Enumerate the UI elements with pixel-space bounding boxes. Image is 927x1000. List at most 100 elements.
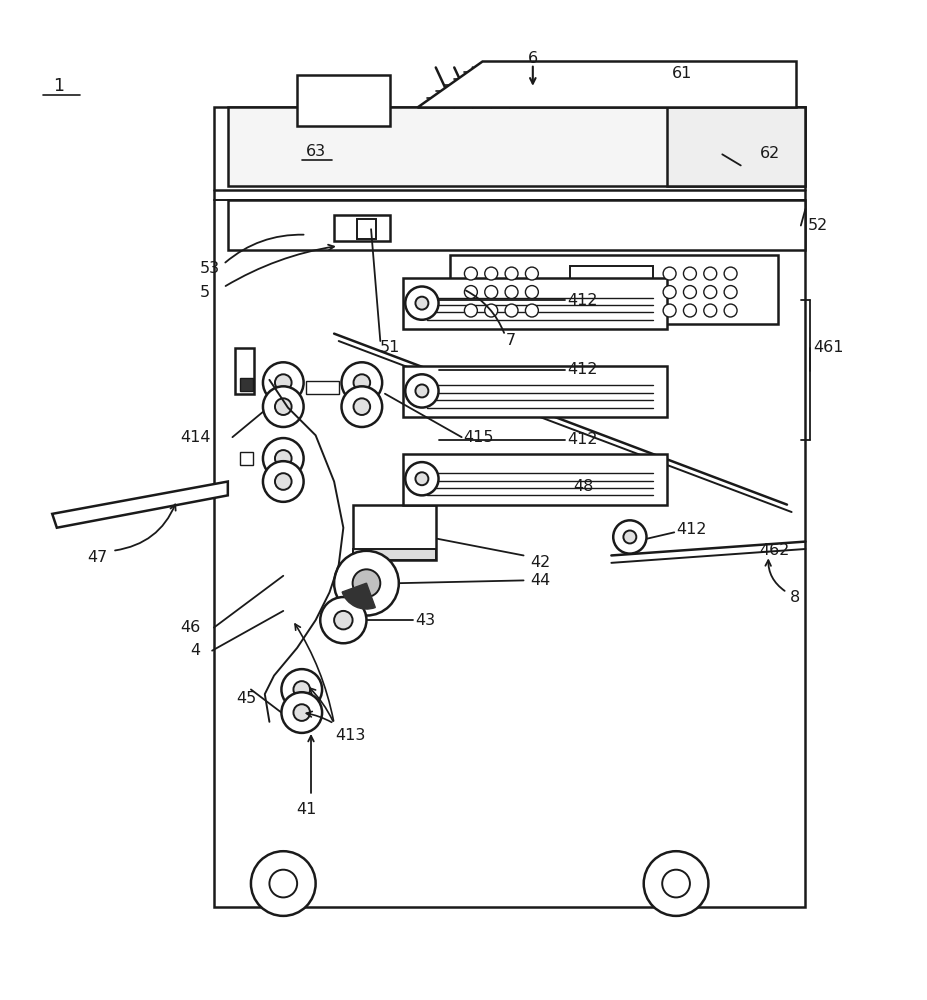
Text: 5: 5 [199, 285, 210, 300]
Text: 412: 412 [567, 432, 598, 447]
Bar [240, 378, 253, 391]
Bar [235, 348, 254, 394]
Circle shape [464, 267, 477, 280]
Circle shape [334, 611, 352, 629]
Circle shape [405, 374, 438, 408]
Circle shape [485, 286, 498, 299]
Circle shape [251, 851, 315, 916]
Circle shape [526, 304, 539, 317]
Text: 63: 63 [306, 144, 325, 159]
Circle shape [353, 398, 370, 415]
Circle shape [275, 398, 292, 415]
Circle shape [341, 386, 382, 427]
Text: 44: 44 [530, 573, 551, 588]
Bar [667, 107, 806, 186]
Text: 42: 42 [530, 555, 551, 570]
Text: 412: 412 [567, 362, 598, 377]
Circle shape [526, 286, 539, 299]
Circle shape [263, 461, 304, 502]
Circle shape [683, 267, 696, 280]
Bar [298, 75, 389, 126]
Circle shape [704, 267, 717, 280]
Text: 6: 6 [527, 51, 538, 66]
Text: 461: 461 [813, 340, 844, 355]
Text: 412: 412 [567, 293, 598, 308]
Bar [228, 200, 806, 250]
Circle shape [415, 472, 428, 485]
Circle shape [485, 267, 498, 280]
Circle shape [415, 384, 428, 397]
Text: 8: 8 [790, 590, 800, 605]
Text: 53: 53 [199, 261, 220, 276]
Circle shape [683, 286, 696, 299]
Bar [403, 366, 667, 417]
Circle shape [662, 870, 690, 897]
Text: 462: 462 [759, 543, 790, 558]
Text: 48: 48 [574, 479, 594, 494]
Circle shape [334, 551, 399, 616]
Circle shape [275, 473, 292, 490]
Circle shape [294, 704, 310, 721]
Circle shape [282, 692, 322, 733]
Text: 41: 41 [297, 802, 316, 817]
Circle shape [683, 304, 696, 317]
Bar [307, 381, 338, 394]
Text: 46: 46 [181, 620, 201, 635]
Bar [403, 278, 667, 329]
Text: 51: 51 [379, 340, 400, 355]
Circle shape [614, 520, 646, 554]
Text: 412: 412 [676, 522, 706, 537]
Bar [570, 266, 653, 317]
Bar [334, 215, 389, 241]
Circle shape [415, 297, 428, 310]
Circle shape [724, 304, 737, 317]
Circle shape [320, 597, 366, 643]
Text: 47: 47 [87, 550, 108, 565]
Text: 62: 62 [760, 146, 781, 161]
Circle shape [263, 386, 304, 427]
Circle shape [294, 681, 310, 698]
Circle shape [704, 304, 717, 317]
Text: 7: 7 [506, 333, 516, 348]
Text: 43: 43 [415, 613, 436, 628]
Circle shape [405, 287, 438, 320]
Text: 1: 1 [53, 77, 64, 95]
Circle shape [505, 286, 518, 299]
Text: 415: 415 [464, 430, 494, 445]
Bar [352, 549, 436, 560]
Circle shape [505, 304, 518, 317]
Circle shape [623, 530, 636, 543]
Circle shape [505, 267, 518, 280]
Circle shape [663, 304, 676, 317]
Text: 45: 45 [236, 691, 257, 706]
Text: 4: 4 [190, 643, 200, 658]
Bar [240, 452, 253, 465]
Circle shape [405, 462, 438, 495]
Circle shape [724, 286, 737, 299]
Circle shape [663, 286, 676, 299]
Bar [352, 505, 436, 560]
Circle shape [352, 569, 380, 597]
Circle shape [282, 669, 322, 710]
Text: 61: 61 [671, 66, 692, 81]
Text: 413: 413 [336, 728, 366, 743]
Bar [450, 255, 778, 324]
Text: 52: 52 [808, 218, 829, 233]
Polygon shape [52, 482, 228, 528]
Circle shape [464, 286, 477, 299]
Bar [357, 219, 375, 239]
Text: 414: 414 [180, 430, 210, 445]
Circle shape [263, 438, 304, 479]
Circle shape [485, 304, 498, 317]
Circle shape [353, 374, 370, 391]
Bar [214, 107, 806, 907]
Circle shape [526, 267, 539, 280]
Circle shape [275, 450, 292, 467]
Polygon shape [417, 61, 796, 107]
Wedge shape [342, 583, 375, 609]
Circle shape [270, 870, 298, 897]
Circle shape [643, 851, 708, 916]
Circle shape [275, 374, 292, 391]
Circle shape [704, 286, 717, 299]
Circle shape [341, 362, 382, 403]
